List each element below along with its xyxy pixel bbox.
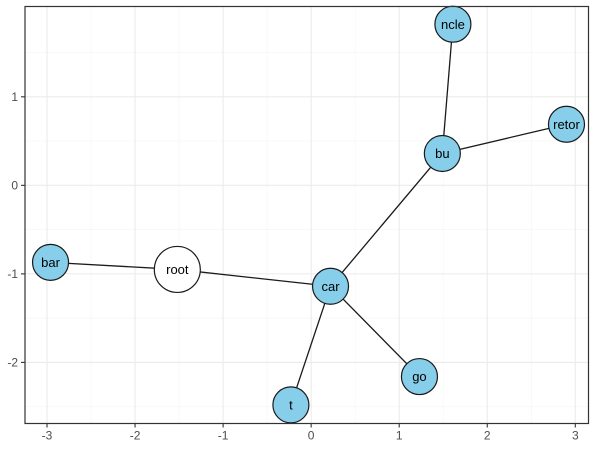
x-tick-label: 3: [572, 429, 579, 443]
node-circle-root: [153, 245, 201, 294]
node-label-root: root: [166, 262, 189, 277]
graph-node-car: car: [311, 267, 350, 305]
graph-edge-car-go: [330, 285, 420, 378]
graph-node-t: t: [272, 386, 310, 424]
graph-edge-car-bu: [330, 153, 443, 287]
y-tick-label: -2: [7, 356, 18, 370]
graph-node-bar: bar: [31, 243, 70, 281]
graph-nodes: root bar car t go bu ncle retor: [31, 5, 586, 424]
graph-node-retor: retor: [547, 105, 586, 143]
x-tick-label: 0: [308, 429, 315, 443]
node-label-car: car: [321, 279, 340, 294]
panel-border: [24, 5, 590, 425]
node-label-go: go: [412, 369, 426, 384]
grid-major: [25, 6, 589, 424]
graph-edge-car-t: [290, 286, 332, 406]
graph-node-ncle: ncle: [434, 5, 472, 43]
graph-edge-root-car: [177, 268, 331, 287]
graph-edge-bu-ncle: [441, 24, 454, 154]
x-tick-label: 2: [484, 429, 491, 443]
node-label-t: t: [289, 397, 293, 412]
plot-panel: [25, 6, 589, 424]
graph-node-go: go: [400, 357, 439, 396]
y-tick-label: -1: [7, 267, 18, 281]
node-label-bar: bar: [41, 255, 60, 270]
graph-node-bu: bu: [423, 134, 461, 173]
node-label-bu: bu: [435, 146, 449, 161]
node-circle-retor: [547, 105, 586, 143]
node-circle-car: [311, 267, 350, 305]
x-tick-label: -1: [218, 429, 229, 443]
node-circle-go: [400, 357, 439, 396]
y-tick-label: 1: [11, 90, 18, 104]
graph-edge-bu-retor: [442, 123, 567, 155]
axis-tick-labels: -3 -2 -1 0 1 2 3 -2 -1 0 1: [7, 90, 579, 442]
node-circle-bar: [31, 243, 70, 281]
node-circle-bu: [423, 134, 461, 173]
x-tick-label: -3: [42, 429, 53, 443]
y-tick-label: 0: [11, 179, 18, 193]
node-label-retor: retor: [553, 117, 580, 132]
x-tick-label: -2: [130, 429, 141, 443]
axis-ticks: [21, 96, 576, 428]
node-label-ncle: ncle: [441, 17, 465, 32]
x-tick-label: 1: [396, 429, 403, 443]
graph-node-root: root: [153, 245, 201, 294]
